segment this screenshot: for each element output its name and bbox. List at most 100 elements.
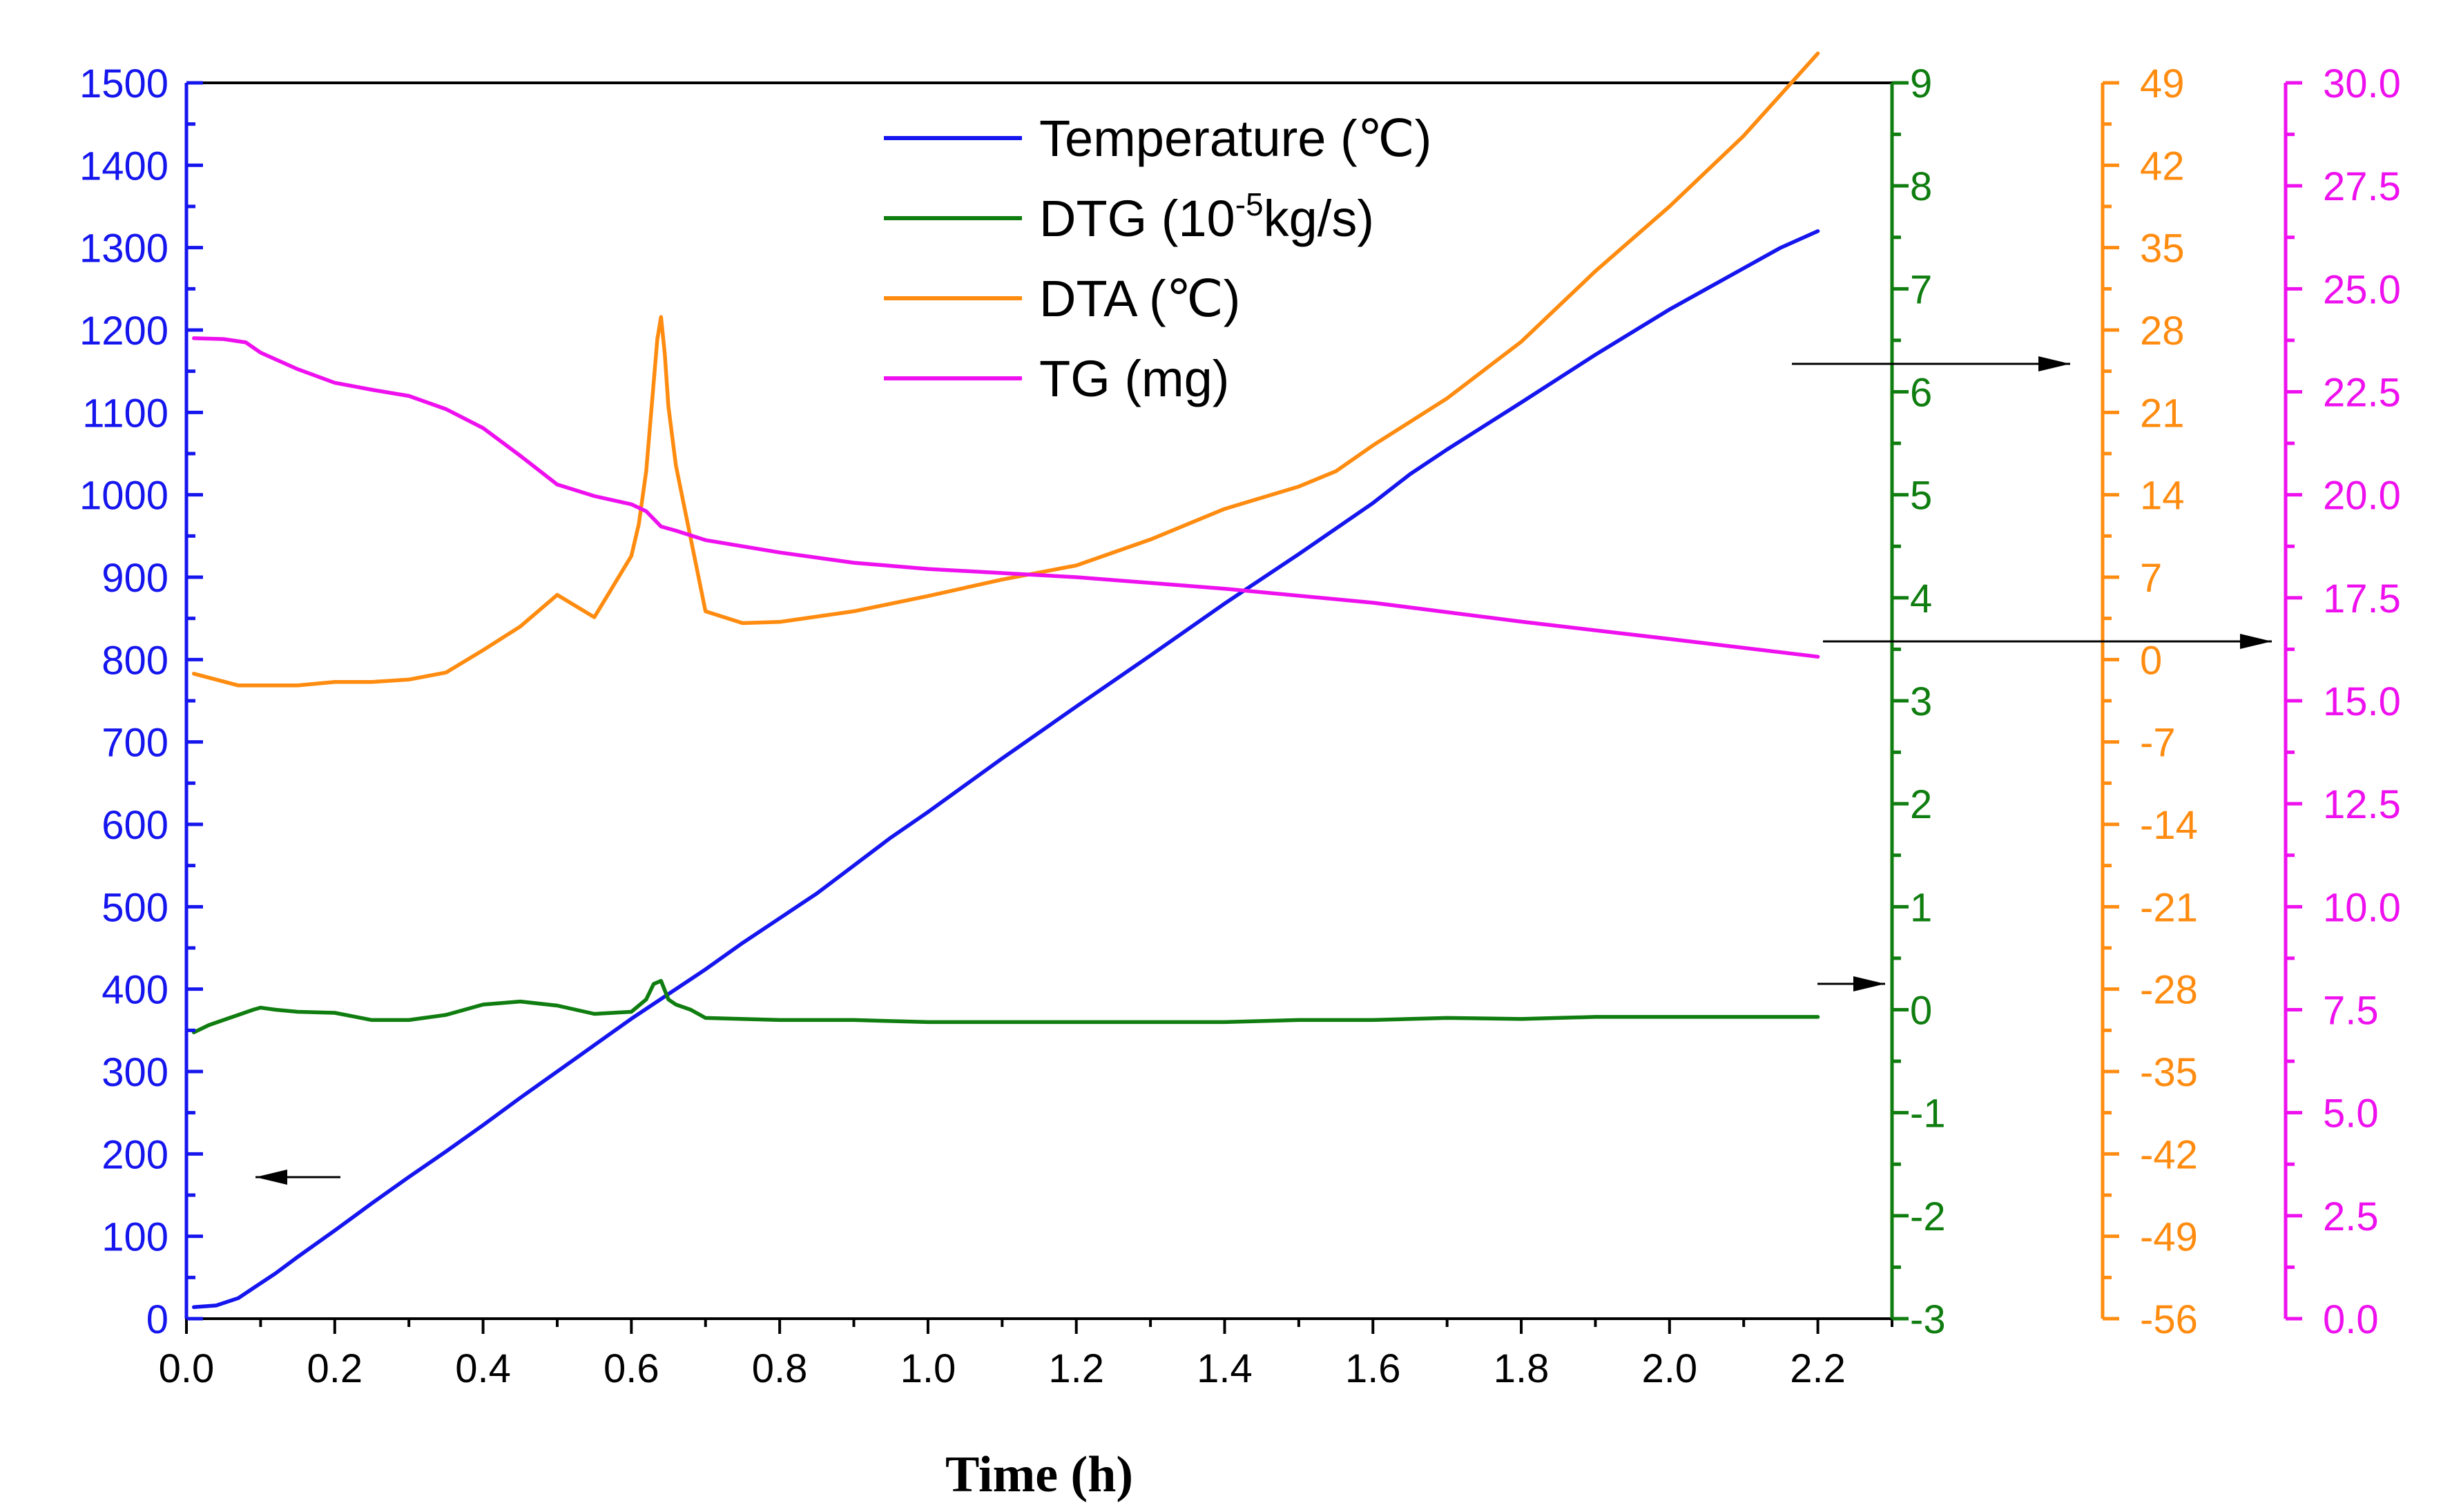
dtg-axis-tick-label: -1 bbox=[1910, 1092, 1946, 1136]
tg-axis-tick-label: 5.0 bbox=[2323, 1092, 2379, 1136]
x-tick-label: 1.8 bbox=[1494, 1346, 1550, 1391]
axis-indicator-arrows bbox=[255, 356, 2272, 1185]
dtg-axis-tick-label: 6 bbox=[1910, 371, 1932, 416]
legend-entry-dtg: DTG (10-5kg/s) bbox=[884, 186, 1374, 247]
temperature-axis-tick-label: 100 bbox=[102, 1215, 168, 1260]
axes-layer: 0.0 0.2 0.4 0.6 0.8 1.0 1.2 1.4 1.6 1.8 2.0 2.20100… bbox=[79, 61, 2401, 1391]
x-tick-label: 0.4 bbox=[455, 1346, 511, 1391]
x-tick-label: 1.0 bbox=[900, 1346, 956, 1391]
dta-axis-tick-label: 42 bbox=[2140, 144, 2185, 188]
dta-axis: -56 -49 -42 -35 -28 -21 -14 -7 0 7 14 21 28 35 42 49 bbox=[2101, 61, 2198, 1342]
dta-axis-tick-label: 0 bbox=[2140, 638, 2162, 683]
arrow-to-temperature-axis-head bbox=[255, 1170, 287, 1185]
dta-axis-tick-label: 35 bbox=[2140, 226, 2185, 271]
tg-axis-tick-label: 2.5 bbox=[2323, 1194, 2379, 1239]
dta-axis-tick-label: 28 bbox=[2140, 309, 2185, 353]
dtg-axis-tick-label: 1 bbox=[1910, 885, 1932, 930]
temperature-axis-tick-label: 200 bbox=[102, 1132, 168, 1177]
series-layer bbox=[191, 51, 1820, 1310]
dta-axis-tick-label: -28 bbox=[2140, 968, 2198, 1013]
dtg-axis-tick-label: 7 bbox=[1910, 267, 1932, 312]
tg-axis-tick-label: 15.0 bbox=[2323, 679, 2401, 724]
temperature-axis-tick-label: 1100 bbox=[82, 391, 168, 436]
arrow-to-temperature-axis bbox=[255, 1170, 340, 1185]
x-tick-label: 0.0 bbox=[159, 1346, 215, 1391]
tg-axis-tick-label: 25.0 bbox=[2323, 267, 2401, 312]
tg-axis-tick-label: 17.5 bbox=[2323, 576, 2401, 621]
temperature-axis: 0 100 200 300 400 500 600 700 800 900 1000 1100 1200… bbox=[79, 61, 203, 1342]
temperature-axis-tick-label: 500 bbox=[102, 885, 168, 930]
dtg-axis-tick-label: 5 bbox=[1910, 474, 1932, 518]
x-tick-label: 0.8 bbox=[752, 1346, 808, 1391]
dtg-series-line bbox=[191, 978, 1820, 1035]
dta-axis-tick-label: -35 bbox=[2140, 1050, 2198, 1095]
dtg-axis: -3 -2 -1 0 1 2 3 4 5 6 7 8 9 bbox=[1890, 61, 1946, 1342]
dtg-axis-tick-label: -3 bbox=[1910, 1297, 1946, 1342]
tg-axis-tick-label: 7.5 bbox=[2323, 989, 2379, 1034]
x-axis-title: Time (h) bbox=[945, 1446, 1133, 1503]
legend: Temperature (℃) DTG (10-5kg/s) DTA (℃) TG (… bbox=[884, 110, 1431, 407]
legend-entry-dta: DTA (℃) bbox=[884, 270, 1240, 327]
temperature-axis-tick-label: 1500 bbox=[79, 61, 168, 106]
x-tick-label: 0.6 bbox=[604, 1346, 659, 1391]
temperature-axis-tick-label: 800 bbox=[102, 638, 168, 683]
dta-axis-tick-label: -21 bbox=[2140, 885, 2198, 930]
temperature-axis-tick-label: 1300 bbox=[79, 226, 168, 271]
temperature-axis-tick-label: 1200 bbox=[79, 309, 168, 353]
temperature-axis-tick-label: 700 bbox=[102, 721, 168, 766]
legend-entry-temperature: Temperature (℃) bbox=[884, 110, 1431, 167]
arrow-to-dta-axis bbox=[1792, 356, 2070, 371]
temperature-axis-tick-label: 600 bbox=[102, 803, 168, 848]
legend-label: DTA (℃) bbox=[1039, 270, 1240, 327]
dta-axis-tick-label: 7 bbox=[2140, 556, 2162, 601]
x-tick-label: 2.0 bbox=[1642, 1346, 1698, 1391]
tg-axis-tick-label: 0.0 bbox=[2323, 1297, 2379, 1342]
arrow-to-dtg-axis bbox=[1817, 976, 1885, 991]
legend-label: DTG (10-5kg/s) bbox=[1039, 186, 1374, 247]
tg-axis-tick-label: 27.5 bbox=[2323, 164, 2401, 209]
dtg-axis-tick-label: 0 bbox=[1910, 989, 1932, 1034]
dta-series-line bbox=[191, 51, 1820, 688]
dta-axis-tick-label: 14 bbox=[2140, 474, 2185, 518]
temperature-axis-tick-label: 1000 bbox=[79, 474, 168, 518]
temperature-axis-tick-label: 300 bbox=[102, 1050, 168, 1095]
x-tick-label: 1.2 bbox=[1048, 1346, 1104, 1391]
arrow-to-dta-axis-head bbox=[2038, 356, 2070, 371]
x-tick-label: 1.4 bbox=[1197, 1346, 1253, 1391]
temperature-axis-tick-label: 400 bbox=[102, 968, 168, 1013]
temperature-axis-tick-label: 1400 bbox=[79, 144, 168, 188]
x-tick-label: 2.2 bbox=[1790, 1346, 1846, 1391]
legend-entry-tg: TG (mg) bbox=[884, 350, 1229, 407]
tg-axis-tick-label: 12.5 bbox=[2323, 782, 2401, 827]
dta-axis-tick-label: -7 bbox=[2140, 721, 2176, 766]
dta-axis-tick-label: -56 bbox=[2140, 1297, 2198, 1342]
dtg-axis-tick-label: 9 bbox=[1910, 61, 1932, 106]
dtg-axis-tick-label: 3 bbox=[1910, 679, 1932, 724]
legend-label: Temperature (℃) bbox=[1039, 110, 1431, 167]
tg-axis: 0.0 2.5 5.0 7.5 10.0 12.5 15.0 17.5 20.0 22.5 25.0… bbox=[2284, 61, 2401, 1342]
dta-axis-tick-label: -14 bbox=[2140, 803, 2198, 848]
tg-axis-tick-label: 20.0 bbox=[2323, 474, 2401, 518]
temperature-series-line bbox=[191, 229, 1820, 1310]
tg-axis-tick-label: 10.0 bbox=[2323, 885, 2401, 930]
legend-label: TG (mg) bbox=[1039, 350, 1229, 407]
temperature-axis-tick-label: 900 bbox=[102, 556, 168, 601]
tg-axis-tick-label: 22.5 bbox=[2323, 371, 2401, 416]
dtg-axis-tick-label: 2 bbox=[1910, 782, 1932, 827]
dtg-axis-tick-label: 8 bbox=[1910, 164, 1932, 209]
arrow-to-dtg-axis-head bbox=[1853, 976, 1885, 991]
arrow-to-tg-axis bbox=[1823, 634, 2272, 649]
tg-axis-tick-label: 30.0 bbox=[2323, 61, 2401, 106]
x-tick-label: 0.2 bbox=[307, 1346, 363, 1391]
dta-axis-tick-label: -42 bbox=[2140, 1132, 2198, 1177]
dta-axis-tick-label: 21 bbox=[2140, 391, 2185, 436]
dta-axis-tick-label: 49 bbox=[2140, 61, 2185, 106]
dtg-axis-tick-label: 4 bbox=[1910, 576, 1932, 621]
temperature-axis-tick-label: 0 bbox=[146, 1297, 168, 1342]
dtg-axis-tick-label: -2 bbox=[1910, 1194, 1946, 1239]
dta-axis-tick-label: -49 bbox=[2140, 1215, 2198, 1260]
arrow-to-tg-axis-head bbox=[2240, 634, 2272, 649]
x-tick-label: 1.6 bbox=[1345, 1346, 1401, 1391]
